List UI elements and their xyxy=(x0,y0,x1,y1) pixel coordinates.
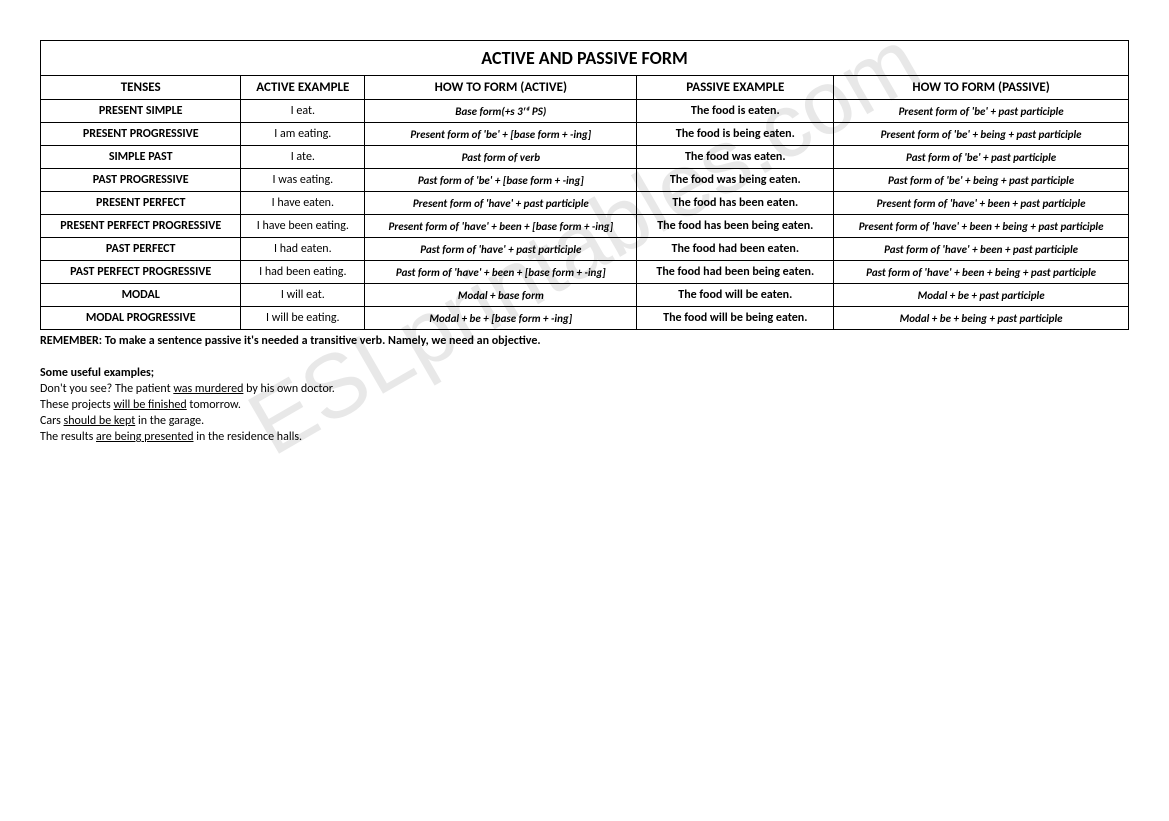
example-pre: Cars xyxy=(40,414,64,428)
table-row: PRESENT PROGRESSIVEI am eating.Present f… xyxy=(41,123,1129,146)
tense-cell: PRESENT PROGRESSIVE xyxy=(41,123,241,146)
content-wrapper: ACTIVE AND PASSIVE FORM TENSES ACTIVE EX… xyxy=(40,40,1129,444)
example-pre: These projects xyxy=(40,398,113,412)
passive-example-cell: The food will be eaten. xyxy=(637,284,834,307)
how-passive-cell: Present form of 'have' + been + past par… xyxy=(834,192,1129,215)
tense-cell: PAST PERFECT PROGRESSIVE xyxy=(41,261,241,284)
examples-title: Some useful examples; xyxy=(40,366,1129,380)
example-underline: should be kept xyxy=(64,414,136,428)
active-example-cell: I had been eating. xyxy=(241,261,365,284)
passive-example-cell: The food is being eaten. xyxy=(637,123,834,146)
tense-cell: SIMPLE PAST xyxy=(41,146,241,169)
notes-section: REMEMBER: To make a sentence passive it'… xyxy=(40,334,1129,444)
active-example-cell: I will be eating. xyxy=(241,307,365,330)
passive-example-cell: The food had been eaten. xyxy=(637,238,834,261)
active-example-cell: I will eat. xyxy=(241,284,365,307)
example-sentence: These projects will be finished tomorrow… xyxy=(40,398,1129,412)
example-sentence: The results are being presented in the r… xyxy=(40,430,1129,444)
table-row: MODALI will eat.Modal + base formThe foo… xyxy=(41,284,1129,307)
how-passive-cell: Modal + be + being + past participle xyxy=(834,307,1129,330)
table-row: PRESENT PERFECT PROGRESSIVEI have been e… xyxy=(41,215,1129,238)
table-row: PAST PERFECTI had eaten.Past form of 'ha… xyxy=(41,238,1129,261)
header-tenses: TENSES xyxy=(41,76,241,100)
example-sentence: Don't you see? The patient was murdered … xyxy=(40,382,1129,396)
example-post: in the garage. xyxy=(135,414,204,428)
how-passive-cell: Past form of 'be' + past participle xyxy=(834,146,1129,169)
tense-cell: PRESENT PERFECT PROGRESSIVE xyxy=(41,215,241,238)
example-post: by his own doctor. xyxy=(243,382,334,396)
how-active-cell: Present form of 'have' + past participle xyxy=(365,192,637,215)
passive-example-cell: The food will be being eaten. xyxy=(637,307,834,330)
how-active-cell: Base form(+s 3ʳᵈ PS) xyxy=(365,100,637,123)
tense-cell: MODAL xyxy=(41,284,241,307)
example-underline: are being presented xyxy=(96,430,193,444)
how-passive-cell: Present form of 'have' + been + being + … xyxy=(834,215,1129,238)
tense-cell: MODAL PROGRESSIVE xyxy=(41,307,241,330)
table-row: MODAL PROGRESSIVEI will be eating.Modal … xyxy=(41,307,1129,330)
active-example-cell: I eat. xyxy=(241,100,365,123)
active-example-cell: I ate. xyxy=(241,146,365,169)
table-row: PAST PROGRESSIVEI was eating.Past form o… xyxy=(41,169,1129,192)
how-passive-cell: Past form of 'have' + been + past partic… xyxy=(834,238,1129,261)
example-pre: Don't you see? The patient xyxy=(40,382,173,396)
header-how-active: HOW TO FORM (ACTIVE) xyxy=(365,76,637,100)
tense-cell: PRESENT PERFECT xyxy=(41,192,241,215)
how-passive-cell: Past form of 'be' + being + past partici… xyxy=(834,169,1129,192)
example-pre: The results xyxy=(40,430,96,444)
how-active-cell: Present form of 'have' + been + [base fo… xyxy=(365,215,637,238)
how-active-cell: Past form of verb xyxy=(365,146,637,169)
table-row: PAST PERFECT PROGRESSIVEI had been eatin… xyxy=(41,261,1129,284)
table-row: PRESENT SIMPLEI eat.Base form(+s 3ʳᵈ PS)… xyxy=(41,100,1129,123)
table-title: ACTIVE AND PASSIVE FORM xyxy=(41,41,1129,76)
tense-cell: PAST PROGRESSIVE xyxy=(41,169,241,192)
active-example-cell: I had eaten. xyxy=(241,238,365,261)
header-how-passive: HOW TO FORM (PASSIVE) xyxy=(834,76,1129,100)
header-row: TENSES ACTIVE EXAMPLE HOW TO FORM (ACTIV… xyxy=(41,76,1129,100)
how-active-cell: Present form of 'be' + [base form + -ing… xyxy=(365,123,637,146)
table-row: PRESENT PERFECTI have eaten.Present form… xyxy=(41,192,1129,215)
example-underline: was murdered xyxy=(173,382,243,396)
header-passive-example: PASSIVE EXAMPLE xyxy=(637,76,834,100)
active-example-cell: I am eating. xyxy=(241,123,365,146)
how-passive-cell: Present form of 'be' + past participle xyxy=(834,100,1129,123)
passive-example-cell: The food has been being eaten. xyxy=(637,215,834,238)
title-row: ACTIVE AND PASSIVE FORM xyxy=(41,41,1129,76)
tense-cell: PAST PERFECT xyxy=(41,238,241,261)
example-post: tomorrow. xyxy=(187,398,241,412)
example-underline: will be finished xyxy=(113,398,186,412)
table-row: SIMPLE PASTI ate.Past form of verbThe fo… xyxy=(41,146,1129,169)
how-passive-cell: Past form of 'have' + been + being + pas… xyxy=(834,261,1129,284)
remember-note: REMEMBER: To make a sentence passive it'… xyxy=(40,334,1129,348)
active-example-cell: I have eaten. xyxy=(241,192,365,215)
passive-example-cell: The food had been being eaten. xyxy=(637,261,834,284)
how-active-cell: Modal + base form xyxy=(365,284,637,307)
passive-example-cell: The food was being eaten. xyxy=(637,169,834,192)
how-active-cell: Past form of 'be' + [base form + -ing] xyxy=(365,169,637,192)
active-example-cell: I have been eating. xyxy=(241,215,365,238)
example-post: in the residence halls. xyxy=(194,430,303,444)
tense-cell: PRESENT SIMPLE xyxy=(41,100,241,123)
passive-example-cell: The food has been eaten. xyxy=(637,192,834,215)
example-sentence: Cars should be kept in the garage. xyxy=(40,414,1129,428)
how-active-cell: Past form of 'have' + past participle xyxy=(365,238,637,261)
grammar-table: ACTIVE AND PASSIVE FORM TENSES ACTIVE EX… xyxy=(40,40,1129,330)
how-active-cell: Modal + be + [base form + -ing] xyxy=(365,307,637,330)
passive-example-cell: The food is eaten. xyxy=(637,100,834,123)
header-active-example: ACTIVE EXAMPLE xyxy=(241,76,365,100)
how-passive-cell: Modal + be + past participle xyxy=(834,284,1129,307)
active-example-cell: I was eating. xyxy=(241,169,365,192)
how-passive-cell: Present form of 'be' + being + past part… xyxy=(834,123,1129,146)
passive-example-cell: The food was eaten. xyxy=(637,146,834,169)
how-active-cell: Past form of 'have' + been + [base form … xyxy=(365,261,637,284)
